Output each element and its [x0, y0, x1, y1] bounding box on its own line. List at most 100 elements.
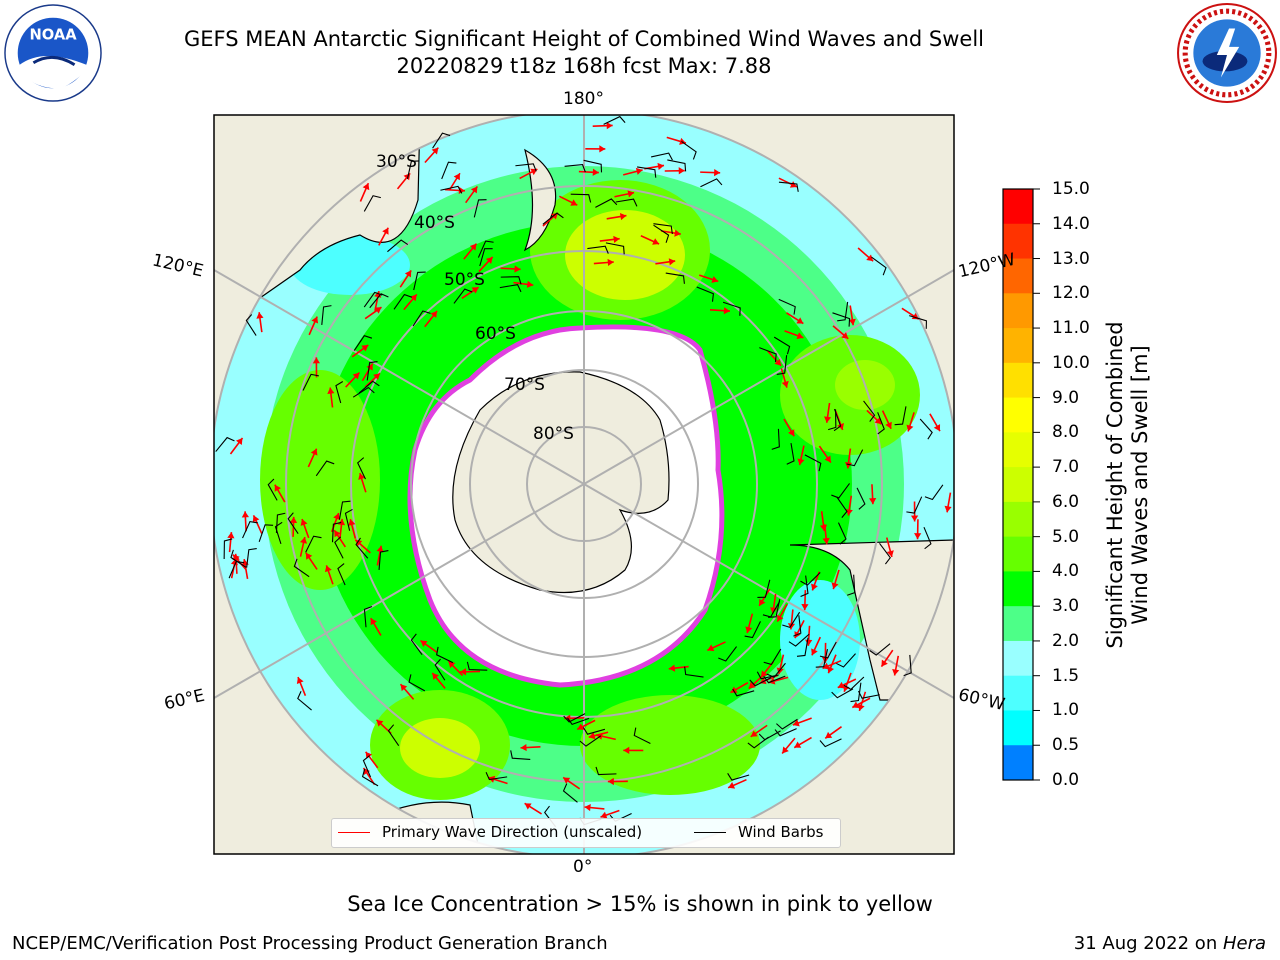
wave-arrow-head [469, 243, 477, 251]
wind-barb [653, 223, 673, 235]
wave-arrow-head [797, 458, 805, 466]
wave-arrow-head [404, 270, 412, 278]
wave-arrow-head [730, 686, 738, 693]
wave-arrow-head [606, 122, 613, 130]
wave-arrow-head [874, 417, 882, 425]
wave-arrow-head [232, 553, 240, 561]
wind-barb [338, 500, 351, 520]
wind-barb [665, 272, 685, 284]
wind-barb [267, 478, 278, 501]
wave-arrow-head [310, 448, 318, 456]
wave-arrow-head [563, 777, 571, 784]
wave-arrow-head [707, 644, 715, 652]
colorbar-tick-label: 1.0 [1052, 700, 1080, 721]
wind-barb [245, 314, 257, 336]
wave-arrow-head [348, 519, 356, 526]
wave-arrow-head [352, 372, 360, 380]
wave-arrow-head [792, 719, 800, 727]
colorbar-segment [1003, 467, 1033, 503]
wave-arrow-head [607, 258, 614, 267]
wind-barb [387, 724, 400, 746]
wind-barb [793, 615, 802, 637]
wave-arrow-head [885, 421, 892, 429]
wind-barb [440, 185, 463, 194]
colorbar-tick-label: 12.0 [1052, 283, 1090, 304]
wind-barb [353, 335, 373, 351]
wind-barb [653, 224, 670, 243]
wind-barb [696, 286, 715, 302]
wave-arrow-head [906, 424, 914, 432]
lon-label-0: 0° [573, 857, 593, 877]
wave-arrow-head [256, 312, 264, 319]
wave-arrow-head [777, 614, 784, 622]
wave-arrow-head [373, 373, 380, 381]
wave-arrow-head [911, 515, 919, 522]
wave-arrow-head [944, 505, 952, 513]
wind-barb [637, 166, 657, 178]
wind-barb [894, 406, 907, 426]
wave-arrow-head [781, 380, 789, 388]
wave-arrow-head [822, 537, 830, 545]
wind-barb [718, 646, 737, 662]
wind-barb [837, 522, 847, 545]
colorbar-segment [1003, 223, 1033, 260]
wave-arrow-head [796, 332, 804, 340]
wind-barb [836, 496, 848, 518]
wind-barb [850, 682, 862, 703]
chart-subtitle: 20220829 t18z 168h fcst Max: 7.88 [396, 54, 772, 78]
wind-barb [358, 380, 380, 394]
wind-barb [837, 301, 849, 322]
wave-arrow-head [933, 424, 941, 432]
wind-barb [727, 772, 750, 781]
wave-arrow-head [619, 212, 627, 221]
wind-barb [297, 690, 312, 711]
wave-arrow-head [881, 659, 888, 667]
colorbar-segment [1003, 501, 1033, 538]
date-prefix: 31 Aug 2022 on [1073, 933, 1223, 954]
wave-arrow-head [376, 545, 384, 553]
antarctica [452, 371, 670, 594]
wave-arrow-head [627, 190, 635, 198]
wind-barb [831, 483, 850, 499]
wind-barb [583, 159, 603, 173]
wind-barb [843, 676, 865, 691]
wave-arrow-head [485, 256, 493, 264]
wave-arrow-head [382, 227, 389, 235]
wind-barb [877, 412, 885, 435]
wave-arrow-head [728, 782, 736, 789]
wave-arrow-head [337, 518, 346, 526]
wind-barb [542, 212, 564, 225]
wave-arrow-head [866, 254, 874, 262]
wave-arrow-head [668, 664, 676, 672]
wind-barb [800, 575, 809, 597]
wind-barb [774, 728, 797, 737]
legend-wind-barbs: Wind Barbs [694, 823, 823, 841]
wave-arrow-head [600, 811, 608, 819]
colorbar-tick-label: 8.0 [1052, 422, 1080, 443]
wave-arrow-head [584, 803, 591, 812]
wind-barb [369, 293, 389, 309]
wave-arrow-head [370, 618, 377, 626]
colorbar-segment [1003, 571, 1033, 607]
wind-barb [836, 653, 856, 668]
wave-arrow-head [432, 672, 439, 680]
wind-barb [357, 457, 366, 480]
lat-label-70s: 70°S [504, 375, 545, 395]
wave-arrow-head [252, 515, 260, 523]
wave-zone-5m-atlantic [580, 695, 760, 795]
wave-arrow-head [334, 530, 341, 538]
wind-barb [485, 772, 508, 781]
wave-arrow-head [296, 677, 304, 685]
colorbar-segment [1003, 745, 1033, 781]
wave-arrow-head [376, 719, 384, 727]
wind-barb [788, 633, 810, 647]
colorbar-segment [1003, 432, 1033, 468]
wind-barb [667, 159, 687, 172]
wind-barb [500, 276, 522, 285]
wave-arrow-head [759, 598, 766, 606]
wind-barb [477, 240, 494, 258]
colorbar-tick-label: 3.0 [1052, 596, 1080, 617]
wind-barb [681, 140, 697, 160]
wind-barb [846, 449, 864, 467]
wind-barb [315, 460, 335, 477]
